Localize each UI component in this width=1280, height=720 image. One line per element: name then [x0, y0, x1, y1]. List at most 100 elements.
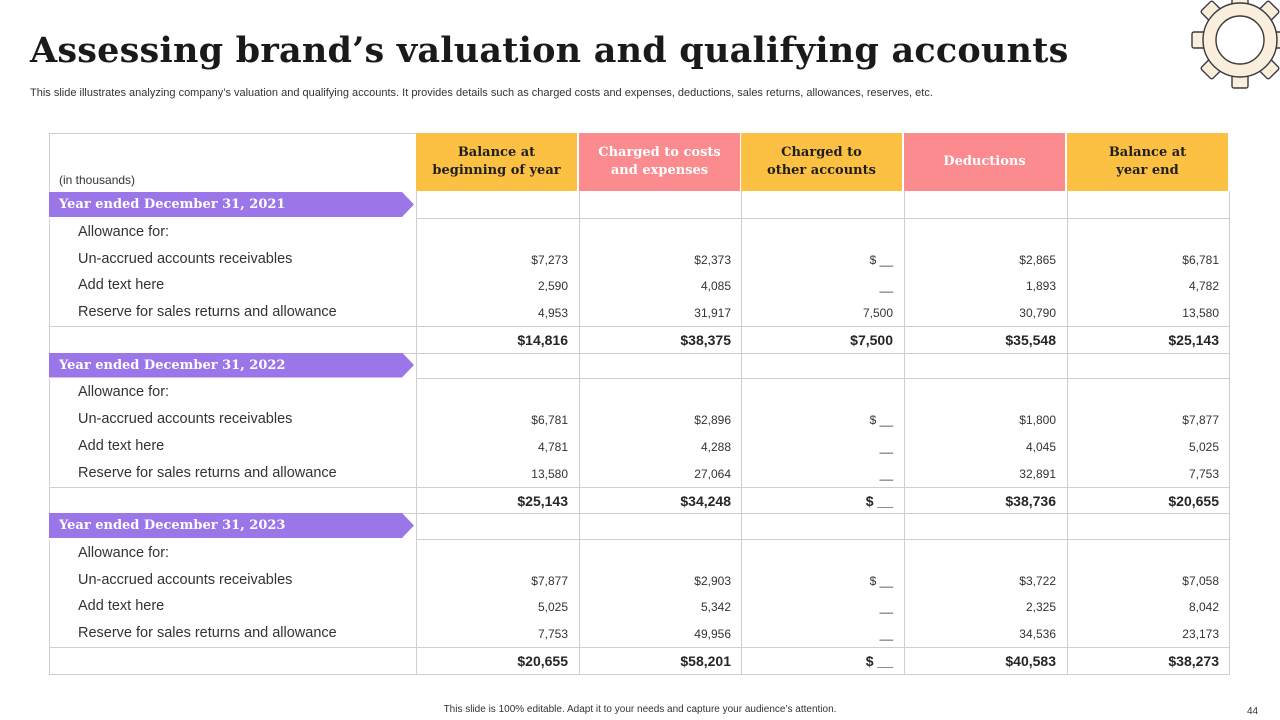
table-cell: 7,753 — [537, 627, 568, 642]
row-label: Reserve for sales returns and allowance — [78, 304, 337, 321]
table-cell: 1,893 — [1025, 279, 1056, 294]
table-cell: 27,064 — [694, 466, 731, 481]
table-cell: $7,877 — [531, 573, 568, 588]
table-cell: 31,917 — [694, 306, 731, 321]
page-number: 44 — [1247, 706, 1259, 717]
column-header-line: and expenses — [610, 163, 709, 178]
grid-line — [49, 379, 50, 487]
total-cell: $38,375 — [680, 332, 731, 348]
total-cell: $7,500 — [850, 332, 893, 348]
column-header-line: Charged to costs — [598, 145, 721, 160]
total-cell: $20,655 — [1168, 492, 1219, 509]
column-header: Balance at beginning of year — [416, 133, 577, 191]
column-header: Deductions — [904, 133, 1065, 191]
column-header-label: Balance at year end — [1109, 144, 1186, 180]
table-cell: $6,781 — [531, 413, 568, 428]
table-cell: 4,045 — [1025, 439, 1056, 454]
column-header: Charged to other accounts — [741, 133, 902, 191]
grid-line — [1229, 647, 1230, 674]
grid-line — [1229, 486, 1230, 514]
column-header: Balance at year end — [1067, 133, 1228, 191]
table-cell: 7,753 — [1188, 466, 1219, 481]
grid-line — [416, 538, 1229, 540]
allowance-label: Allowance for: — [78, 384, 170, 401]
table-cell: $1,800 — [1019, 413, 1056, 428]
table-cell: __ — [879, 627, 893, 642]
grid-line — [49, 326, 50, 353]
row-label: Un-accrued accounts receivables — [78, 571, 293, 588]
table-cell: 49,956 — [694, 627, 731, 642]
total-cell: $58,201 — [680, 653, 731, 669]
grid-line — [416, 378, 1229, 380]
total-cell: $25,143 — [517, 492, 568, 509]
total-cell: $38,273 — [1168, 653, 1219, 669]
table-cell: $ __ — [869, 252, 893, 267]
grid-line — [904, 191, 905, 674]
table-cell: 4,085 — [700, 279, 731, 294]
slide-footer: This slide is 100% editable. Adapt it to… — [443, 704, 837, 715]
year-band: Year ended December 31, 2023 — [49, 513, 414, 538]
grid-line — [49, 218, 50, 326]
column-header-label: Charged to costs and expenses — [598, 144, 720, 180]
slide-title: Assessing brand’s valuation and qualifyi… — [30, 30, 1069, 71]
column-header-label: Balance at beginning of year — [432, 144, 560, 180]
year-band: Year ended December 31, 2021 — [49, 192, 414, 217]
valuation-table: Balance at beginning of year Charged to co… — [49, 133, 1230, 675]
table-cell: 5,025 — [537, 600, 568, 615]
column-header-line: other accounts — [767, 163, 876, 178]
grid-line — [49, 133, 416, 134]
total-cell: $14,816 — [517, 332, 568, 348]
total-cell: $35,548 — [1005, 332, 1056, 348]
table-cell: 5,025 — [1188, 439, 1219, 454]
table-cell: 7,500 — [862, 306, 893, 321]
grid-line — [1229, 191, 1230, 674]
table-cell: 4,288 — [700, 439, 731, 454]
grid-line — [416, 217, 1229, 219]
gear-icon — [1191, 0, 1280, 89]
table-cell: $2,373 — [694, 252, 731, 267]
grid-line — [1229, 326, 1230, 353]
total-cell: $40,583 — [1005, 653, 1056, 669]
row-label: Reserve for sales returns and allowance — [78, 625, 337, 642]
table-cell: $2,903 — [694, 573, 731, 588]
row-label: Add text here — [78, 277, 165, 294]
table-cell: 30,790 — [1019, 306, 1056, 321]
table-cell: 13,580 — [1182, 306, 1219, 321]
column-header-label: Charged to other accounts — [767, 144, 876, 180]
column-header-line: Charged to — [781, 145, 862, 160]
grid-line — [49, 486, 50, 514]
table-cell: $7,273 — [531, 252, 568, 267]
table-cell: __ — [879, 600, 893, 615]
total-cell: $ __ — [865, 492, 893, 509]
grid-line — [1067, 191, 1068, 674]
table-cell: $6,781 — [1182, 252, 1219, 267]
table-cell: 4,953 — [537, 306, 568, 321]
table-cell: $2,865 — [1019, 252, 1056, 267]
column-header-line: Balance at — [1108, 145, 1187, 160]
total-cell: $ __ — [865, 653, 893, 669]
grid-line — [49, 647, 50, 674]
total-cell: $25,143 — [1168, 332, 1219, 348]
table-cell: __ — [879, 279, 893, 294]
grid-line — [49, 513, 1230, 515]
column-header-line: beginning of year — [432, 163, 561, 178]
table-cell: 4,782 — [1188, 279, 1219, 294]
table-cell: 32,891 — [1019, 466, 1056, 481]
total-cell: $38,736 — [1005, 492, 1056, 509]
row-label: Un-accrued accounts receivables — [78, 411, 293, 428]
grid-line — [579, 191, 580, 674]
grid-line — [49, 326, 1229, 327]
allowance-label: Allowance for: — [78, 544, 170, 561]
table-cell: $2,896 — [694, 413, 731, 428]
allowance-label: Allowance for: — [78, 223, 170, 240]
slide-subtitle: This slide illustrates analyzing company… — [30, 87, 933, 99]
grid-line — [49, 647, 1229, 648]
column-header-label: Deductions — [943, 153, 1025, 171]
column-header: Charged to costs and expenses — [579, 133, 740, 191]
row-label: Reserve for sales returns and allowance — [78, 464, 337, 481]
row-label: Add text here — [78, 437, 165, 454]
total-cell: $20,655 — [517, 653, 568, 669]
table-cell: $ __ — [869, 413, 893, 428]
column-header-line: Balance at — [457, 145, 536, 160]
grid-line — [49, 352, 1230, 354]
